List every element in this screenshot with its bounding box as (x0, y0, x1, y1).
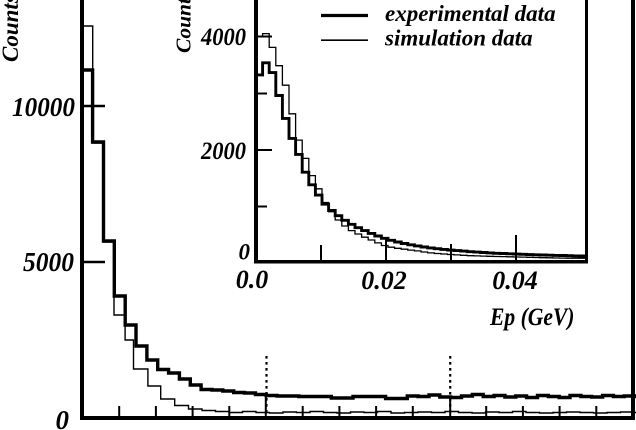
svg-text:0: 0 (56, 405, 70, 430)
svg-text:0.0: 0.0 (236, 265, 269, 294)
svg-text:0.02: 0.02 (361, 266, 407, 295)
svg-text:Counts: Counts (172, 0, 196, 53)
svg-text:experimental data: experimental data (385, 1, 556, 26)
svg-text:10000: 10000 (12, 92, 75, 122)
svg-text:Ep (GeV): Ep (GeV) (489, 304, 574, 331)
svg-text:0: 0 (239, 240, 251, 265)
svg-text:2000: 2000 (200, 138, 246, 165)
svg-text:5000: 5000 (23, 247, 74, 277)
svg-text:0.04: 0.04 (492, 266, 538, 295)
svg-text:Counts: Counts (0, 0, 23, 62)
svg-text:simulation data: simulation data (384, 26, 533, 51)
svg-text:4000: 4000 (200, 24, 246, 51)
